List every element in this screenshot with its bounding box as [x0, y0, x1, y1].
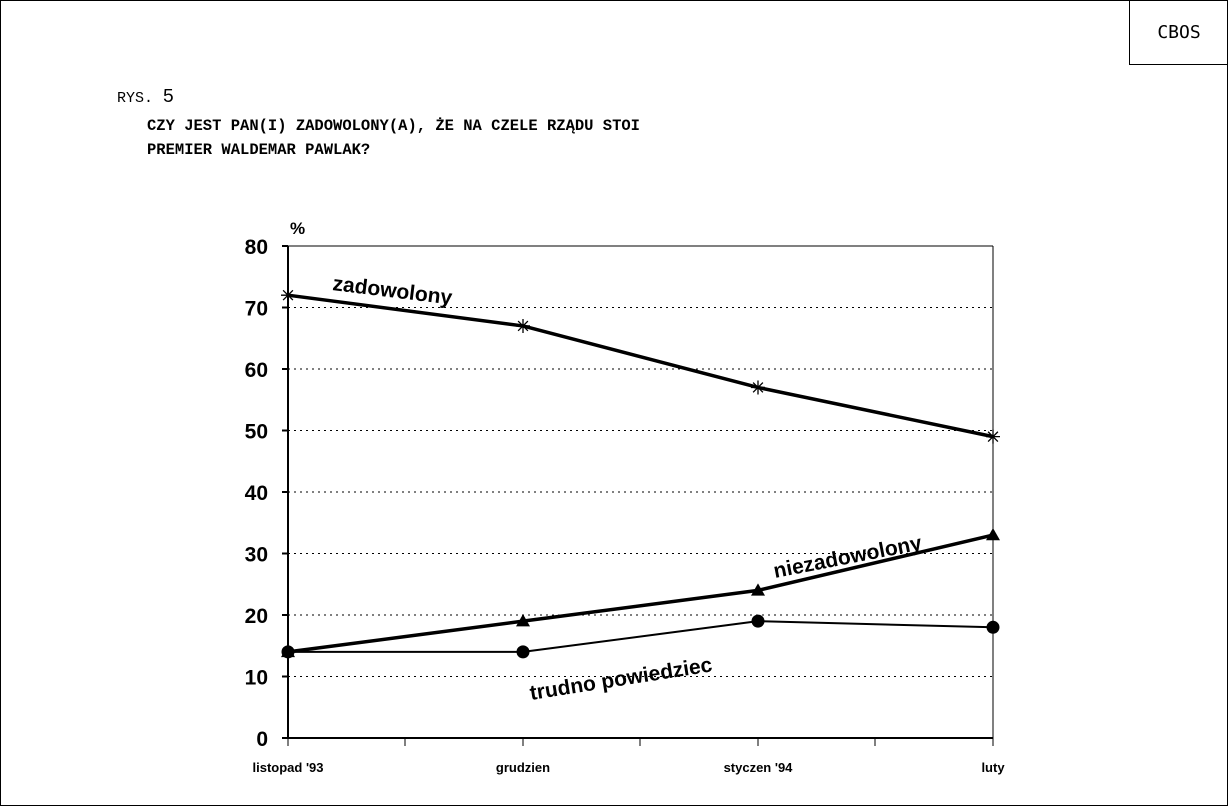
- data-point-asterisk: [516, 318, 530, 333]
- y-unit-label: %: [290, 219, 305, 238]
- y-tick-label: 10: [245, 667, 268, 690]
- y-tick-label: 70: [245, 298, 268, 321]
- y-tick-label: 80: [245, 236, 268, 259]
- x-tick-label: styczen '94: [724, 760, 794, 775]
- series-label: trudno powiedziec: [528, 653, 714, 705]
- data-point-circle: [751, 614, 765, 628]
- data-point-asterisk: [281, 288, 295, 303]
- y-tick-label: 0: [256, 728, 268, 751]
- question-line-1: CZY JEST PAN(I) ZADOWOLONY(A), ŻE NA CZE…: [147, 117, 640, 135]
- data-point-triangle: [516, 614, 530, 627]
- series-line: [287, 533, 994, 654]
- figure-label: RYS. 5: [117, 86, 174, 108]
- y-tick-label: 50: [245, 421, 268, 444]
- cbos-badge: CBOS: [1129, 0, 1228, 65]
- data-point-asterisk: [986, 429, 1000, 444]
- data-point-asterisk: [751, 380, 765, 395]
- y-tick-label: 30: [245, 544, 268, 567]
- data-point-circle: [281, 645, 295, 659]
- data-point-circle: [516, 645, 530, 659]
- survey-question: CZY JEST PAN(I) ZADOWOLONY(A), ŻE NA CZE…: [147, 114, 1007, 162]
- y-tick-label: 20: [245, 605, 268, 628]
- series-line: [288, 620, 994, 653]
- series-label: niezadowolony: [772, 532, 924, 583]
- figure-prefix: RYS.: [117, 90, 154, 107]
- data-point-triangle: [751, 583, 765, 596]
- y-tick-label: 40: [245, 482, 268, 505]
- x-tick-label: luty: [981, 760, 1005, 775]
- question-line-2: PREMIER WALDEMAR PAWLAK?: [147, 141, 371, 159]
- x-tick-label: listopad '93: [253, 760, 324, 775]
- x-tick-label: grudzien: [496, 760, 550, 775]
- y-tick-label: 60: [245, 359, 268, 382]
- figure-number: 5: [162, 86, 175, 108]
- data-point-triangle: [986, 528, 1000, 541]
- data-point-circle: [986, 620, 1000, 634]
- series-line: [287, 293, 994, 439]
